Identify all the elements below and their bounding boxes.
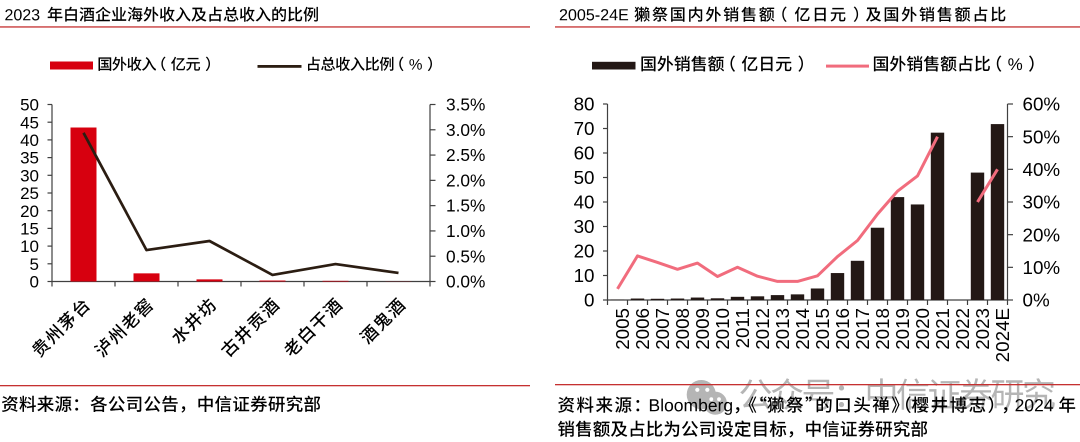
svg-text:30: 30 [574,216,595,237]
svg-text:2010: 2010 [712,308,733,350]
svg-text:2008: 2008 [672,308,693,350]
svg-text:0%: 0% [1023,290,1050,311]
svg-text:40%: 40% [1023,159,1061,180]
svg-text:2022: 2022 [952,308,973,350]
svg-text:2018: 2018 [872,308,893,350]
svg-text:20%: 20% [1023,224,1061,245]
svg-text:45: 45 [20,113,39,132]
svg-text:3.0%: 3.0% [446,120,485,140]
svg-text:70: 70 [574,118,595,139]
svg-text:10: 10 [574,265,595,286]
svg-text:2014: 2014 [792,308,813,350]
svg-text:5: 5 [30,255,39,274]
svg-text:0: 0 [584,290,594,311]
svg-text:0.5%: 0.5% [446,246,485,266]
svg-text:30: 30 [20,166,39,185]
svg-text:2006: 2006 [632,308,653,350]
svg-text:2024E: 2024E [992,308,1013,362]
svg-text:10: 10 [20,237,39,256]
svg-text:2.0%: 2.0% [446,170,485,190]
svg-text:10%: 10% [1023,257,1061,278]
svg-text:20: 20 [20,202,39,221]
svg-text:40: 40 [20,131,39,150]
svg-text:2016: 2016 [832,308,853,350]
svg-text:2009: 2009 [692,308,713,350]
svg-text:60%: 60% [1023,94,1061,115]
svg-text:0: 0 [30,273,39,292]
svg-text:2011: 2011 [732,308,753,348]
svg-text:50: 50 [574,167,595,188]
svg-text:2012: 2012 [752,308,773,350]
svg-text:80: 80 [574,94,595,115]
svg-text:2005: 2005 [612,308,633,350]
svg-text:35: 35 [20,149,39,168]
svg-text:30%: 30% [1023,192,1061,213]
svg-text:15: 15 [20,220,39,239]
svg-text:2013: 2013 [772,308,793,350]
svg-text:2017: 2017 [852,308,873,350]
svg-text:40: 40 [574,192,595,213]
svg-text:2.5%: 2.5% [446,145,485,165]
svg-text:2007: 2007 [652,308,673,350]
svg-text:2020: 2020 [912,308,933,350]
svg-text:50%: 50% [1023,126,1061,147]
svg-text:1.0%: 1.0% [446,221,485,241]
svg-text:0.0%: 0.0% [446,272,485,292]
svg-text:3.5%: 3.5% [446,95,485,115]
svg-text:1.5%: 1.5% [446,196,485,216]
svg-text:50: 50 [20,96,39,115]
svg-text:2015: 2015 [812,308,833,350]
svg-text:20: 20 [574,241,595,262]
svg-text:2019: 2019 [892,308,913,350]
svg-text:60: 60 [574,143,595,164]
svg-text:2023: 2023 [972,308,993,350]
svg-text:25: 25 [20,184,39,203]
svg-text:2021: 2021 [932,308,953,350]
